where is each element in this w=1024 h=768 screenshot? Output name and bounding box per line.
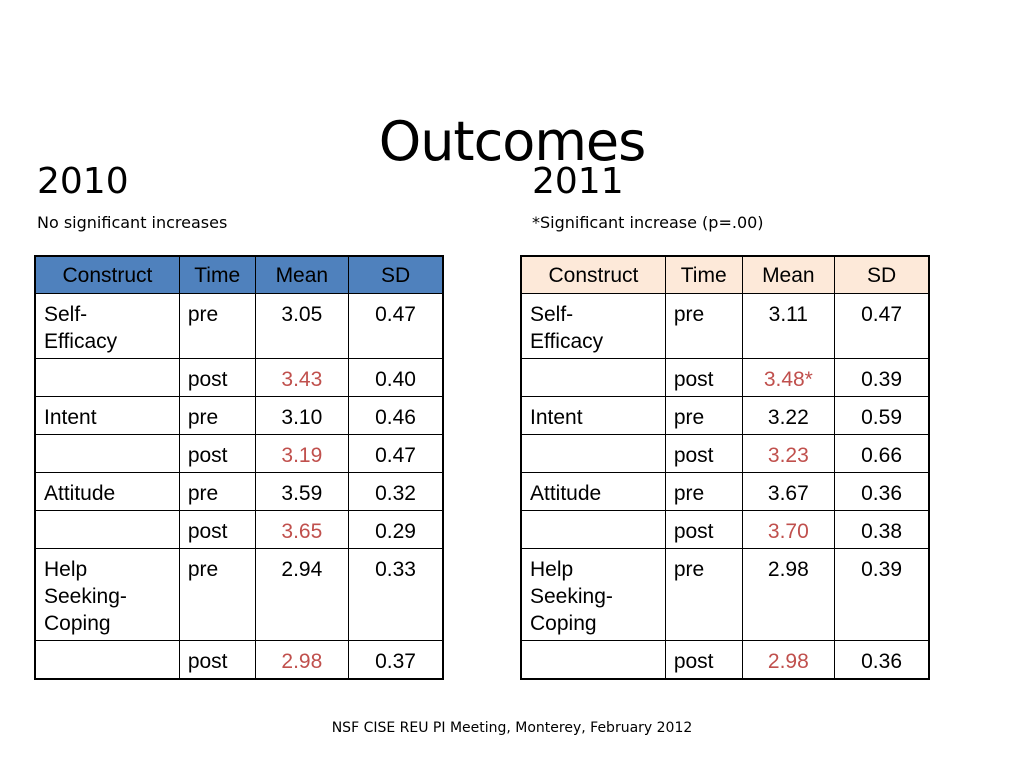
table-row: Self- Efficacy pre 3.11 0.47 <box>520 293 930 359</box>
cell-construct: Intent <box>520 396 666 435</box>
cell-mean: 3.10 <box>254 396 350 435</box>
cell-time: pre <box>178 472 256 511</box>
cell-sd: 0.47 <box>834 293 930 359</box>
cell-time: post <box>664 510 743 549</box>
column-header-mean: Mean <box>254 255 350 294</box>
cell-sd: 0.66 <box>834 434 930 473</box>
cell-construct <box>34 358 180 397</box>
column-header-time: Time <box>664 255 743 294</box>
cell-construct: Attitude <box>520 472 666 511</box>
cell-sd: 0.29 <box>348 510 444 549</box>
table-row: Self- Efficacy pre 3.05 0.47 <box>34 293 444 359</box>
cell-sd: 0.39 <box>834 358 930 397</box>
cell-time: post <box>178 358 256 397</box>
cell-time: pre <box>178 396 256 435</box>
table-row: post 3.48* 0.39 <box>520 358 930 397</box>
cell-mean: 2.94 <box>254 548 350 641</box>
table-header-row: Construct Time Mean SD <box>34 255 444 294</box>
year-2010-heading: 2010 <box>37 161 129 202</box>
cell-construct: Help Seeking- Coping <box>520 548 666 641</box>
cell-sd: 0.36 <box>834 472 930 511</box>
cell-sd: 0.37 <box>348 640 444 680</box>
cell-time: post <box>664 358 743 397</box>
cell-time: post <box>664 640 743 680</box>
cell-mean: 3.05 <box>254 293 350 359</box>
table-row: Intent pre 3.22 0.59 <box>520 396 930 435</box>
column-header-construct: Construct <box>34 255 180 294</box>
cell-mean: 3.19 <box>254 434 350 473</box>
table-row: Intent pre 3.10 0.46 <box>34 396 444 435</box>
cell-mean: 2.98 <box>741 548 836 641</box>
cell-sd: 0.36 <box>834 640 930 680</box>
table-row: post 2.98 0.37 <box>34 640 444 680</box>
footer-text: NSF CISE REU PI Meeting, Monterey, Febru… <box>331 720 693 736</box>
cell-construct: Attitude <box>34 472 180 511</box>
cell-sd: 0.46 <box>348 396 444 435</box>
cell-time: post <box>178 640 256 680</box>
table-row: post 3.70 0.38 <box>520 510 930 549</box>
year-2011-heading: 2011 <box>532 161 624 202</box>
cell-time: pre <box>664 472 743 511</box>
cell-mean: 3.48* <box>741 358 836 397</box>
cell-time: post <box>664 434 743 473</box>
cell-time: pre <box>664 293 743 359</box>
cell-mean: 3.11 <box>741 293 836 359</box>
cell-sd: 0.33 <box>348 548 444 641</box>
page-title: Outcomes <box>378 110 647 173</box>
cell-construct <box>520 434 666 473</box>
cell-mean: 3.22 <box>741 396 836 435</box>
cell-construct: Self- Efficacy <box>34 293 180 359</box>
year-2011-note: *Significant increase (p=.00) <box>532 213 764 232</box>
cell-construct: Intent <box>34 396 180 435</box>
cell-mean: 3.23 <box>741 434 836 473</box>
table-row: Help Seeking- Coping pre 2.98 0.39 <box>520 548 930 641</box>
cell-time: post <box>178 510 256 549</box>
cell-construct <box>34 510 180 549</box>
table-row: post 3.65 0.29 <box>34 510 444 549</box>
cell-sd: 0.39 <box>834 548 930 641</box>
cell-mean: 2.98 <box>741 640 836 680</box>
cell-time: pre <box>178 548 256 641</box>
table-row: post 3.43 0.40 <box>34 358 444 397</box>
table-header-row: Construct Time Mean SD <box>520 255 930 294</box>
cell-mean: 3.67 <box>741 472 836 511</box>
cell-mean: 2.98 <box>254 640 350 680</box>
cell-sd: 0.47 <box>348 434 444 473</box>
cell-construct: Help Seeking- Coping <box>34 548 180 641</box>
cell-construct <box>520 640 666 680</box>
column-header-sd: SD <box>834 255 930 294</box>
cell-time: pre <box>664 548 743 641</box>
table-row: post 3.19 0.47 <box>34 434 444 473</box>
column-header-construct: Construct <box>520 255 666 294</box>
cell-construct <box>34 434 180 473</box>
cell-sd: 0.32 <box>348 472 444 511</box>
cell-sd: 0.38 <box>834 510 930 549</box>
cell-mean: 3.59 <box>254 472 350 511</box>
outcomes-table-2011: Construct Time Mean SD Self- Efficacy pre 3.1… <box>520 255 930 680</box>
cell-sd: 0.59 <box>834 396 930 435</box>
column-header-mean: Mean <box>741 255 836 294</box>
cell-mean: 3.65 <box>254 510 350 549</box>
cell-time: post <box>178 434 256 473</box>
table-row: Attitude pre 3.67 0.36 <box>520 472 930 511</box>
cell-construct <box>520 510 666 549</box>
year-2010-note: No significant increases <box>37 213 228 232</box>
cell-sd: 0.47 <box>348 293 444 359</box>
cell-mean: 3.43 <box>254 358 350 397</box>
cell-construct: Self- Efficacy <box>520 293 666 359</box>
cell-time: pre <box>178 293 256 359</box>
cell-construct <box>34 640 180 680</box>
table-row: post 3.23 0.66 <box>520 434 930 473</box>
cell-time: pre <box>664 396 743 435</box>
cell-construct <box>520 358 666 397</box>
column-header-time: Time <box>178 255 256 294</box>
cell-sd: 0.40 <box>348 358 444 397</box>
table-row: Attitude pre 3.59 0.32 <box>34 472 444 511</box>
table-row: post 2.98 0.36 <box>520 640 930 680</box>
table-row: Help Seeking- Coping pre 2.94 0.33 <box>34 548 444 641</box>
outcomes-table-2010: Construct Time Mean SD Self- Efficacy pre 3.0… <box>34 255 444 680</box>
cell-mean: 3.70 <box>741 510 836 549</box>
column-header-sd: SD <box>348 255 444 294</box>
